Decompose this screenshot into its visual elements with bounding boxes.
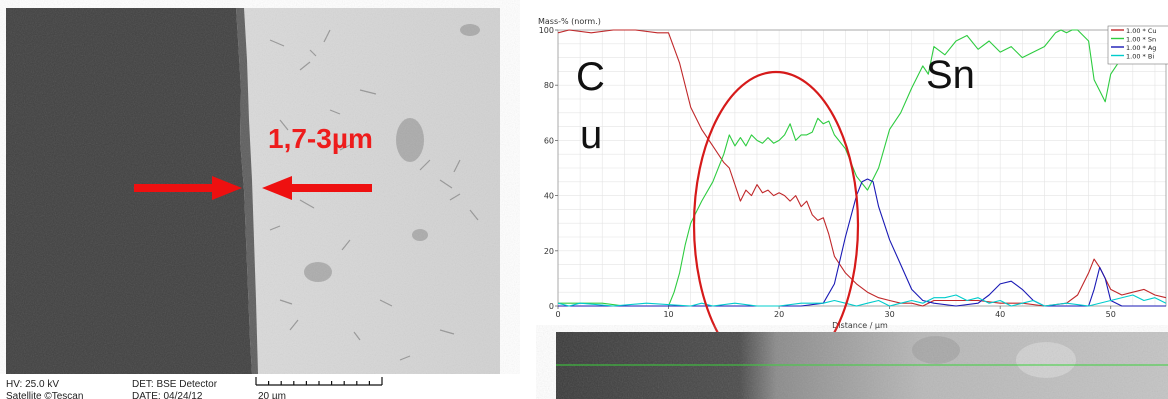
y-tick-label: 0	[549, 302, 554, 311]
date-readout: DATE: 04/24/12	[132, 391, 203, 399]
cu-label-c: C	[576, 55, 605, 99]
right-arrow	[262, 176, 372, 200]
line-scan-chart: 0 20 40 60 80 100 0 10 20 30 40 50 Mass-% (norm.) D…	[536, 0, 1168, 399]
thickness-label: 1,7-3µm	[268, 123, 373, 154]
series-line-ag	[558, 178, 1166, 307]
legend-entry: 1.00 * Cu	[1126, 27, 1157, 35]
legend-entry: 1.00 * Bi	[1126, 53, 1154, 61]
y-tick-label: 20	[544, 247, 554, 256]
series-line-cu	[557, 29, 1167, 307]
left-arrow	[134, 176, 242, 200]
cu-label-u: u	[580, 113, 602, 157]
plot-frame	[557, 29, 1167, 307]
sem-micrograph: 1,7-3µm HV: 25.0 kV DET: BSE Detector Sa…	[0, 8, 520, 399]
x-tick-label: 50	[1106, 310, 1116, 319]
legend-entry: 1.00 * Sn	[1126, 36, 1156, 44]
y-tick-label: 80	[544, 81, 554, 90]
x-tick-label: 30	[885, 310, 895, 319]
linescan-strip	[556, 332, 1168, 399]
series-line-bi	[557, 294, 1167, 307]
source-readout: Satellite ©Tescan	[6, 391, 83, 399]
legend-entry: 1.00 * Ag	[1126, 44, 1156, 52]
chart-axes: 0 20 40 60 80 100 0 10 20 30 40 50	[539, 26, 1167, 319]
y-tick-label: 100	[539, 26, 554, 35]
y-tick-label: 40	[544, 192, 554, 201]
y-axis-label: Mass-% (norm.)	[538, 17, 601, 26]
chart-legend: 1.00 * Cu1.00 * Sn1.00 * Ag1.00 * Bi	[1107, 25, 1168, 65]
chart-grid	[557, 29, 1166, 307]
x-tick-label: 0	[555, 310, 560, 319]
hv-readout: HV: 25.0 kV	[6, 379, 59, 390]
scale-label: 20 µm	[258, 391, 286, 399]
x-axis-label: Distance / µm	[832, 321, 888, 330]
x-tick-label: 40	[995, 310, 1005, 319]
legend-box	[1107, 25, 1168, 65]
scale-bar	[255, 377, 383, 386]
y-tick-label: 60	[544, 136, 554, 145]
detector-readout: DET: BSE Detector	[132, 379, 218, 390]
x-tick-label: 20	[774, 310, 784, 319]
micrograph-image	[6, 8, 500, 374]
sn-label: Sn	[926, 53, 975, 97]
x-tick-label: 10	[663, 310, 673, 319]
